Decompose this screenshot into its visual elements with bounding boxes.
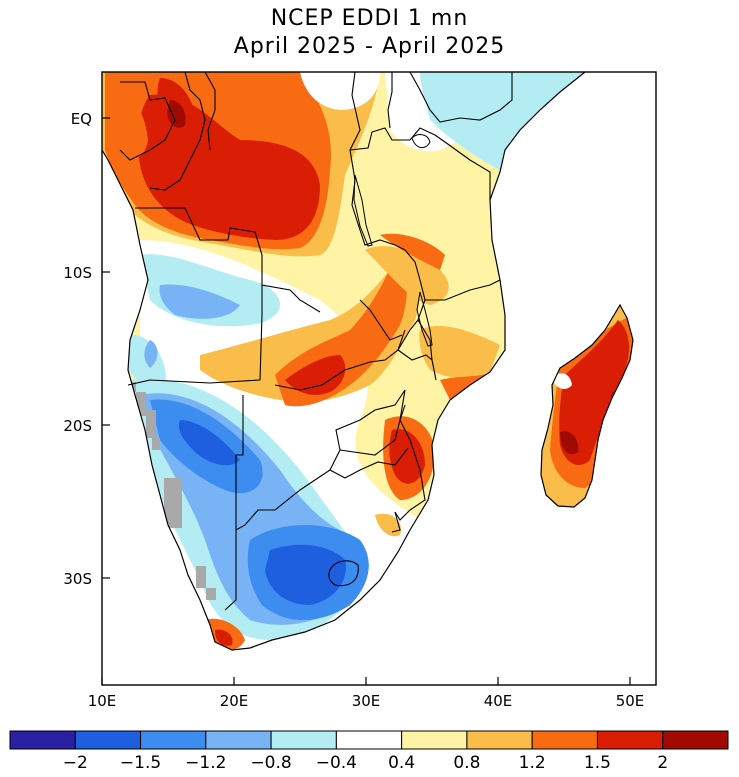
colorbar-label: 1.5 [584,753,611,773]
lat-label-30s: 30S [63,570,92,588]
axis-ticks [101,117,631,685]
lon-label-50e: 50E [616,692,645,710]
lat-label-20s: 20S [63,417,92,435]
colorbar-swatch [596,730,664,750]
colorbar-swatch [9,730,76,750]
colorbar-swatch [335,730,403,750]
madagascar-coastline [540,303,634,508]
lon-label-20e: 20E [220,692,249,710]
colorbar-swatch [531,730,598,750]
colorbar-label: −1.5 [120,753,161,773]
plot-frame [101,71,657,686]
colorbar: −2 −1.5 −1.2 −0.8 −0.4 0.4 0.8 1.2 1.5 2 [9,730,729,773]
colorbar-label: −0.8 [250,753,291,773]
colorbar-label: −1.2 [185,753,226,773]
country-borders [119,72,513,611]
colorbar-label: 0.8 [453,753,480,773]
lakes [353,134,433,347]
coastline [102,72,586,651]
map-title-line1: NCEP EDDI 1 mn [270,6,469,31]
colorbar-label: −0.4 [316,753,357,773]
lat-label-eq: EQ [71,110,92,128]
colorbar-swatch [74,730,142,750]
lon-label-40e: 40E [484,692,513,710]
colorbar-swatch [466,730,533,750]
colorbar-swatch [140,730,207,750]
colorbar-swatch [270,730,337,750]
lat-label-10s: 10S [63,264,92,282]
colorbar-swatch [401,730,468,750]
colorbar-label: 1.2 [519,753,546,773]
colorbar-label: 0.4 [388,753,415,773]
colorbar-swatch [662,730,729,750]
colorbar-label: −2 [63,753,88,773]
colorbar-swatch [205,730,272,750]
map-title-line2: April 2025 - April 2025 [233,34,506,59]
lon-label-10e: 10E [88,692,117,710]
colorbar-label: 2 [657,753,668,773]
lon-label-30e: 30E [352,692,381,710]
